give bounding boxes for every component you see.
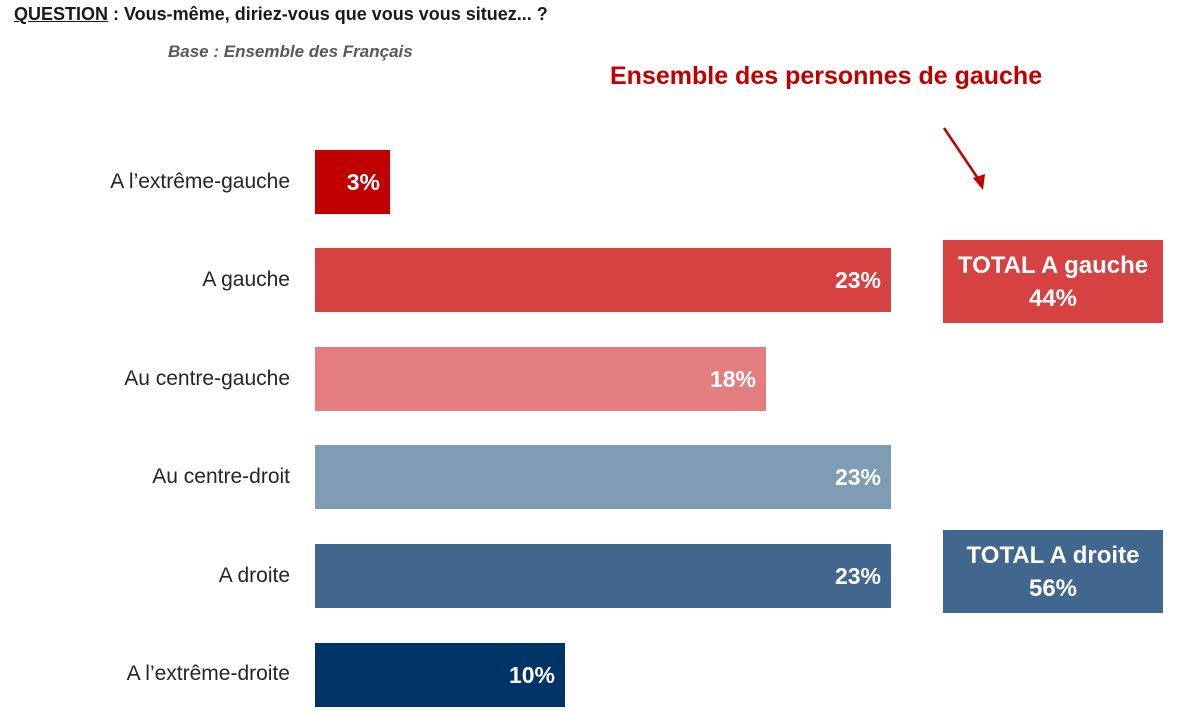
bar-value-label: 10%	[508, 662, 555, 688]
question-label: QUESTION	[14, 4, 109, 24]
category-label-centre-droit: Au centre-droit	[152, 465, 290, 488]
total-gauche-value: 44%	[1028, 285, 1078, 312]
bar-value-label: 18%	[709, 366, 756, 392]
bar-extreme-droite: 10%	[315, 643, 565, 707]
bar-centre-gauche: 18%	[315, 347, 766, 411]
base-note: Base : Ensemble des Français	[168, 42, 413, 61]
total-gauche-label: TOTAL A gauche	[957, 252, 1149, 279]
bar-droite: 23%	[315, 544, 891, 608]
bar-value-label: 23%	[834, 267, 881, 293]
bar-extreme-gauche: 3%	[315, 150, 390, 214]
total-droite-label: TOTAL A droite	[966, 542, 1140, 569]
category-label-extreme-gauche: A l’extrême-gauche	[110, 170, 290, 193]
category-label-droite: A droite	[218, 564, 290, 587]
category-label-gauche: A gauche	[202, 268, 290, 291]
total-droite-value: 56%	[1028, 575, 1078, 602]
question-text: : Vous-même, diriez-vous que vous vous s…	[108, 4, 548, 24]
bar-value-label: 23%	[834, 563, 881, 589]
total-gauche-box: TOTAL A gauche 44%	[943, 240, 1163, 323]
question-title: QUESTION : Vous-même, diriez-vous que vo…	[14, 4, 548, 25]
bar-centre-droit: 23%	[315, 445, 891, 509]
category-label-centre-gauche: Au centre-gauche	[124, 367, 290, 390]
bar-value-label: 23%	[834, 464, 881, 490]
total-droite-box: TOTAL A droite 56%	[943, 530, 1163, 613]
bar-gauche: 23%	[315, 248, 891, 312]
annotation-arrow-icon	[942, 127, 985, 190]
category-label-extreme-droite: A l’extrême-droite	[126, 662, 290, 685]
annotation-left-total: Ensemble des personnes de gauche	[610, 62, 1043, 90]
bar-value-label: 3%	[346, 169, 380, 195]
